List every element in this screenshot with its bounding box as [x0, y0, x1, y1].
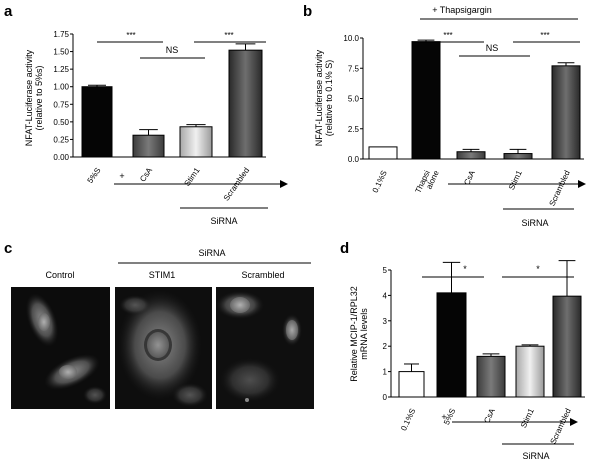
chart-b-bar: [368, 146, 398, 160]
chart-b-category-label: 0.1%S: [371, 169, 389, 194]
chart-b-category-label: Stim1: [507, 169, 524, 192]
chart-a-category-label: Stim1: [183, 166, 202, 188]
chart-b-y-tick-label: 7.5: [348, 64, 360, 73]
chart-b-y-tick-label: 2.5: [348, 125, 360, 134]
micrograph-label-control: Control: [45, 270, 74, 280]
chart-d-sirna-label: SiRNA: [522, 451, 549, 461]
chart-b-sig-2: NS: [486, 43, 499, 53]
chart-b-arrowhead: [578, 180, 586, 188]
chart-a-y-tick-label: 0.75: [53, 100, 69, 109]
chart-a-y-tick-label: 0.50: [53, 118, 69, 127]
micrograph-panel: SiRNA Control STIM1 Scrambled: [11, 248, 314, 409]
chart-d-category-label: 0.1%S: [399, 407, 417, 432]
chart-a-ylabel-line2: (relative to 5%s): [34, 65, 44, 130]
chart-b-y-tick-label: 10.0: [343, 34, 359, 43]
chart-b-bar: [411, 41, 441, 160]
chart-a-y-tick-label: 1.00: [53, 83, 69, 92]
chart-d-bar: [436, 292, 467, 398]
panel-c-sirna-label: SiRNA: [198, 248, 225, 258]
panel-label-b: b: [303, 3, 312, 20]
chart-d-y-tick-label: 0: [383, 393, 388, 402]
chart-a-y-tick-label: 1.50: [53, 48, 69, 57]
chart-a-category-label: 5%S: [86, 166, 103, 185]
panel-label-d: d: [340, 240, 349, 257]
chart-d-y-tick-label: 2: [383, 342, 388, 351]
chart-a-bar: [132, 134, 165, 158]
chart-a-bar: [81, 86, 113, 158]
chart-a-y-tick-label: 1.25: [53, 65, 69, 74]
chart-a-sig-1: ***: [126, 31, 135, 40]
chart-d-bar: [515, 345, 545, 398]
chart-d-ylabel-line1: Relative MCIP-1/RPL32: [349, 286, 359, 382]
chart-b-category-label: Scrambled: [547, 169, 571, 207]
chart-d-bar: [552, 295, 582, 398]
panel-label-c: c: [4, 240, 12, 257]
micrograph-label-scrambled: Scrambled: [241, 270, 284, 280]
micrograph-control: [11, 287, 110, 409]
chart-b-sirna-label: SiRNA: [521, 218, 548, 228]
chart-d-arrowhead: [570, 418, 578, 426]
chart-d-y-tick-label: 3: [383, 317, 388, 326]
chart-d-plus: +: [441, 412, 446, 422]
chart-b-y-tick-label: 0.0: [348, 155, 360, 164]
chart-a-y-tick-label: 0.00: [53, 153, 69, 162]
chart-b: + Thapsigargin 0.02.55.07.510.0 0.1%S Tha…: [314, 5, 586, 228]
chart-d-bar: [476, 355, 506, 398]
chart-b-bar: [503, 153, 533, 160]
micrograph-label-stim1: STIM1: [149, 270, 176, 280]
chart-d-category-label: Stim1: [519, 407, 536, 430]
chart-d-y-tick-label: 5: [383, 266, 388, 275]
chart-d-ylabel-line2: mRNA levels: [359, 308, 369, 360]
chart-a-sig-2: NS: [166, 45, 179, 55]
micrograph-stim1: [115, 287, 212, 409]
chart-a-ylabel-line1: NFAT-Luciferase activity: [24, 49, 34, 146]
chart-a: 0.00 0.25 0.50 0.75 1.00 1.25 1.50 1.75 5%S CsA S…: [24, 30, 288, 226]
chart-d-category-label: Scrambled: [548, 407, 572, 445]
chart-b-sig-3: ***: [540, 31, 549, 40]
panel-label-a: a: [4, 3, 13, 20]
chart-d-sig-1: *: [463, 264, 467, 274]
chart-a-y-tick-label: 0.25: [53, 135, 69, 144]
chart-b-ylabel-line1: NFAT-Luciferase activity: [314, 49, 324, 146]
chart-b-ylabel-line2: (relative to 0.1% S): [324, 60, 334, 137]
chart-d-y-tick-label: 4: [383, 291, 388, 300]
chart-d-y-tick-label: 1: [383, 368, 388, 377]
chart-b-bar: [551, 65, 581, 160]
chart-a-sirna-label: SiRNA: [210, 216, 237, 226]
chart-d-sig-2: *: [536, 264, 540, 274]
chart-a-bar: [179, 126, 213, 158]
chart-a-category-label: CsA: [138, 165, 154, 183]
chart-b-bar: [456, 151, 486, 160]
chart-a-plus: +: [119, 171, 124, 181]
chart-a-sig-3: ***: [224, 31, 233, 40]
chart-d-bar: [398, 371, 425, 398]
chart-a-y-tick-label: 1.75: [53, 30, 69, 39]
chart-b-y-tick-label: 5.0: [348, 95, 360, 104]
chart-a-arrowhead: [280, 180, 288, 188]
chart-b-top-label: + Thapsigargin: [432, 5, 492, 15]
chart-a-bar: [228, 49, 263, 158]
micrograph-scrambled: [216, 287, 314, 409]
chart-b-sig-1: ***: [443, 31, 452, 40]
